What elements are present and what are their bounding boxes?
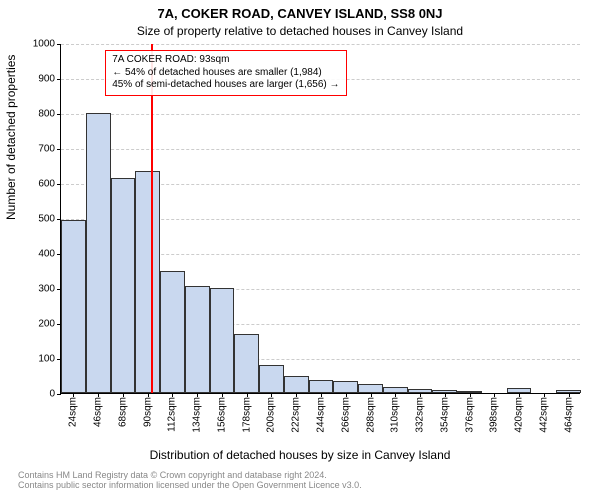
xtick-label: 398sqm (489, 393, 500, 433)
xtick-label: 464sqm (563, 393, 574, 433)
xtick-label: 90sqm (142, 393, 153, 427)
histogram-bar (259, 365, 284, 393)
xtick-label: 46sqm (93, 393, 104, 427)
xtick-label: 222sqm (291, 393, 302, 433)
gridline (61, 114, 580, 115)
footer-line-2: Contains public sector information licen… (18, 480, 362, 490)
ytick-label: 500 (38, 214, 61, 225)
histogram-bar (358, 384, 383, 393)
ytick-label: 900 (38, 74, 61, 85)
xtick-label: 442sqm (538, 393, 549, 433)
xtick-label: 332sqm (415, 393, 426, 433)
xtick-label: 24sqm (68, 393, 79, 427)
histogram-bar (160, 271, 185, 394)
chart-title-main: 7A, COKER ROAD, CANVEY ISLAND, SS8 0NJ (0, 6, 600, 21)
xtick-label: 68sqm (117, 393, 128, 427)
xtick-label: 134sqm (192, 393, 203, 433)
gridline (61, 44, 580, 45)
histogram-bar (210, 288, 235, 393)
annotation-line-2: ← 54% of detached houses are smaller (1,… (112, 67, 339, 80)
footer-attribution: Contains HM Land Registry data © Crown c… (18, 470, 362, 490)
histogram-bar (309, 380, 334, 393)
ytick-label: 0 (49, 389, 61, 400)
histogram-bar (61, 220, 86, 393)
ytick-label: 300 (38, 284, 61, 295)
ytick-label: 400 (38, 249, 61, 260)
ytick-label: 700 (38, 144, 61, 155)
xtick-label: 420sqm (514, 393, 525, 433)
footer-line-1: Contains HM Land Registry data © Crown c… (18, 470, 362, 480)
y-axis-label: Number of detached properties (4, 55, 18, 220)
annotation-line-3: 45% of semi-detached houses are larger (… (112, 79, 339, 92)
ytick-label: 600 (38, 179, 61, 190)
histogram-plot: 0100200300400500600700800900100024sqm46s… (60, 44, 580, 394)
xtick-label: 178sqm (241, 393, 252, 433)
chart-title-sub: Size of property relative to detached ho… (0, 24, 600, 38)
x-axis-label: Distribution of detached houses by size … (0, 448, 600, 462)
annotation-box: 7A COKER ROAD: 93sqm← 54% of detached ho… (105, 50, 346, 96)
histogram-bar (185, 286, 210, 393)
xtick-label: 266sqm (340, 393, 351, 433)
xtick-label: 156sqm (216, 393, 227, 433)
ytick-label: 200 (38, 319, 61, 330)
xtick-label: 310sqm (390, 393, 401, 433)
reference-line (151, 44, 153, 393)
histogram-bar (135, 171, 160, 393)
histogram-bar (86, 113, 111, 393)
ytick-label: 800 (38, 109, 61, 120)
annotation-line-1: 7A COKER ROAD: 93sqm (112, 54, 339, 67)
gridline (61, 149, 580, 150)
histogram-bar (111, 178, 136, 393)
xtick-label: 112sqm (167, 393, 178, 432)
ytick-label: 100 (38, 354, 61, 365)
xtick-label: 244sqm (316, 393, 327, 433)
histogram-bar (234, 334, 259, 394)
xtick-label: 288sqm (365, 393, 376, 433)
xtick-label: 376sqm (464, 393, 475, 433)
histogram-bar (333, 381, 358, 393)
ytick-label: 1000 (33, 39, 61, 50)
histogram-bar (284, 376, 309, 393)
xtick-label: 200sqm (266, 393, 277, 433)
xtick-label: 354sqm (439, 393, 450, 433)
